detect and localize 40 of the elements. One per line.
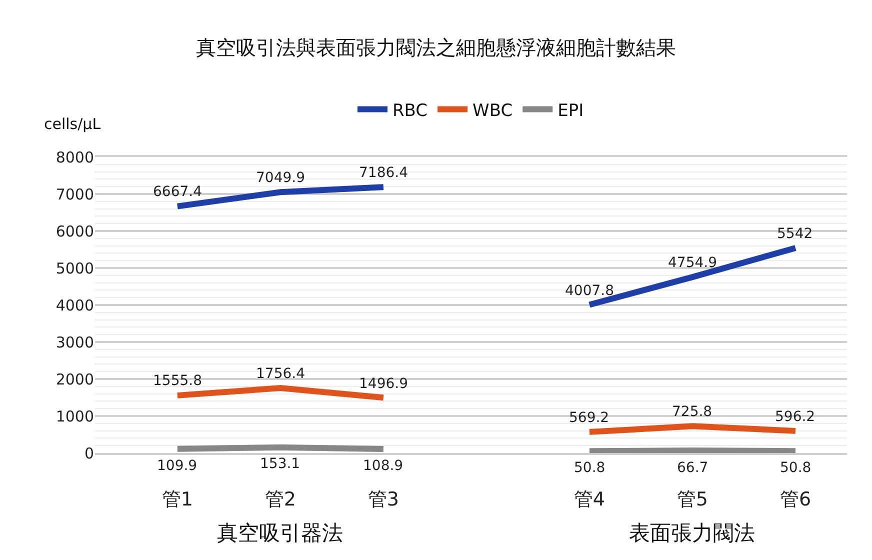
- legend-label: RBC: [392, 100, 428, 121]
- data-label: 108.9: [363, 458, 404, 474]
- y-tick-label: 3000: [56, 333, 94, 352]
- data-label: 4754.9: [668, 255, 717, 271]
- data-label: 4007.8: [565, 283, 614, 299]
- data-label: 5542: [777, 226, 813, 242]
- x-tick-label: 管1: [162, 488, 193, 511]
- data-label: 50.8: [780, 460, 812, 476]
- x-tick-label: 管2: [264, 488, 296, 511]
- y-axis-title: cells/μL: [44, 115, 102, 133]
- data-label: 1756.4: [256, 366, 306, 382]
- data-label: 725.8: [672, 404, 712, 420]
- y-tick-label: 7000: [56, 185, 94, 204]
- text: 真空吸引器法: [217, 521, 343, 545]
- text: 表面張力閥法: [629, 521, 755, 545]
- y-tick-label: 2000: [56, 370, 94, 388]
- y-tick-label: 0: [84, 444, 94, 462]
- legend-label: EPI: [558, 100, 584, 121]
- y-tick-label: 6000: [56, 222, 94, 240]
- data-label: 6667.4: [153, 184, 202, 200]
- y-tick-label: 4000: [56, 296, 94, 314]
- data-label: 153.1: [260, 456, 300, 472]
- y-tick-label: 1000: [56, 407, 94, 426]
- data-label: 50.8: [574, 460, 606, 476]
- data-label: 1555.8: [153, 373, 202, 389]
- data-label: 596.2: [775, 409, 816, 425]
- x-tick-label: 管3: [368, 488, 399, 511]
- data-label: 109.9: [157, 458, 198, 474]
- x-tick-label: 管5: [676, 488, 708, 511]
- data-label: 569.2: [569, 410, 610, 426]
- x-tick-label: 管4: [574, 488, 606, 511]
- chart-title: 真空吸引法與表面張力閥法之細胞懸浮液細胞計數結果: [196, 36, 676, 60]
- data-label: 1496.9: [359, 376, 408, 392]
- data-label: 7186.4: [359, 165, 408, 181]
- data-label: 66.7: [677, 460, 708, 476]
- x-tick-label: 管6: [780, 488, 812, 511]
- y-tick-label: 5000: [56, 259, 94, 278]
- legend-label: WBC: [472, 100, 513, 121]
- data-label: 7049.9: [256, 170, 305, 186]
- y-tick-label: 8000: [56, 148, 94, 166]
